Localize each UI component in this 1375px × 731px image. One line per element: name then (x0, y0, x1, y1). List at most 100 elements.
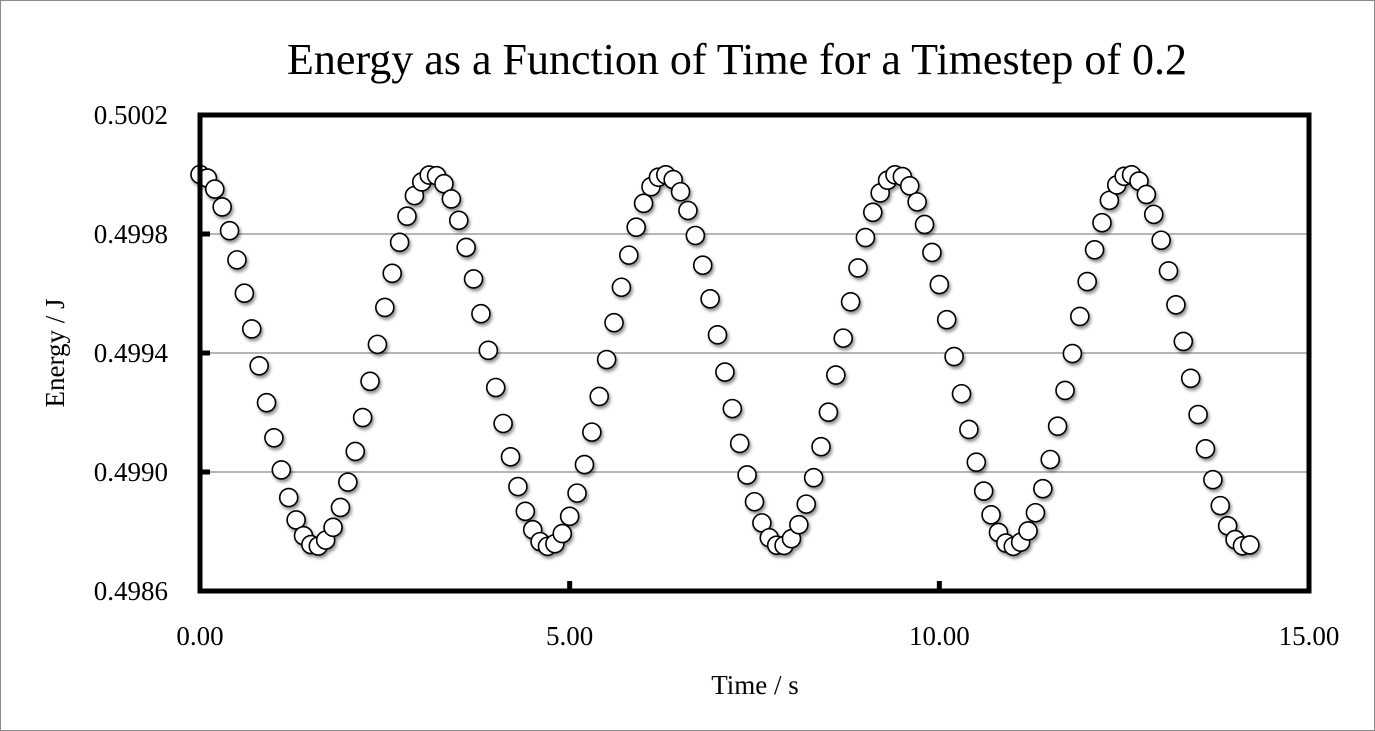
data-point (271, 460, 292, 480)
data-point (559, 506, 580, 527)
data-point (729, 433, 750, 454)
data-point (803, 467, 824, 488)
data-point (345, 441, 366, 462)
data-point (685, 225, 706, 246)
data-point (567, 483, 587, 503)
data-point (922, 242, 942, 263)
data-point (973, 481, 994, 501)
data-point (227, 250, 247, 270)
data-point (833, 328, 854, 348)
data-point (936, 309, 957, 330)
data-point (456, 237, 476, 258)
data-point (678, 200, 698, 221)
data-point (633, 193, 654, 214)
x-tick-labels: 0.00 5.00 10.00 15.00 (176, 621, 1339, 651)
x-tick-label: 5.00 (546, 621, 593, 651)
data-point (515, 501, 536, 522)
data-point (478, 340, 499, 361)
data-point (1158, 261, 1179, 281)
data-point (485, 377, 506, 398)
data-point (626, 217, 647, 237)
data-point (441, 189, 462, 209)
data-point (1203, 469, 1223, 490)
data-point (722, 398, 743, 419)
data-point (707, 325, 728, 345)
data-point (700, 289, 720, 309)
data-point (574, 454, 595, 475)
data-point (323, 517, 343, 538)
data-point (855, 227, 876, 248)
axis-ticks (200, 231, 942, 591)
data-point (981, 505, 1001, 525)
data-point (818, 402, 839, 423)
data-point (715, 362, 735, 382)
data-point (493, 413, 513, 434)
data-point (1136, 184, 1157, 205)
y-tick-label: 0.4994 (94, 338, 169, 368)
data-point (596, 349, 617, 370)
data-point (500, 447, 521, 467)
data-point (1151, 230, 1171, 251)
data-point (619, 245, 639, 265)
data-point (1210, 495, 1231, 516)
data-point (1180, 368, 1201, 389)
y-tick-label: 0.4990 (94, 457, 168, 487)
data-point (862, 202, 883, 223)
data-point (789, 514, 809, 535)
data-point (1047, 416, 1068, 436)
data-point (1173, 331, 1194, 352)
data-point (1040, 449, 1061, 470)
data-point (471, 303, 491, 324)
data-point (352, 407, 373, 428)
data-point (338, 472, 358, 492)
y-axis-label: Energy / J (40, 299, 70, 408)
data-point (375, 297, 395, 318)
data-point (914, 214, 935, 235)
data-point (249, 355, 269, 376)
x-tick-label: 10.00 (909, 621, 970, 651)
data-point (389, 232, 410, 253)
data-point (670, 181, 691, 202)
data-point (611, 277, 632, 298)
data-point (234, 283, 255, 304)
data-point (1188, 404, 1208, 425)
data-point (1166, 295, 1186, 315)
data-point (604, 312, 624, 333)
x-tick-label: 0.00 (176, 621, 223, 651)
y-tick-label: 0.4986 (94, 576, 168, 606)
data-point (382, 263, 403, 284)
data-point (899, 176, 920, 196)
data-point (692, 255, 713, 276)
data-point (907, 192, 927, 212)
data-point (448, 210, 469, 231)
data-point (744, 491, 765, 512)
y-tick-labels: 0.5002 0.4998 0.4994 0.4990 0.4986 (94, 100, 169, 606)
data-point (212, 197, 232, 217)
data-point (256, 392, 277, 413)
data-point (1099, 190, 1120, 211)
data-point (330, 497, 351, 518)
data-point (929, 274, 950, 295)
data-point (508, 476, 528, 497)
data-point (582, 422, 602, 442)
data-point (1055, 380, 1075, 401)
data-point (367, 334, 388, 355)
data-point (1070, 306, 1090, 327)
data-point (1025, 502, 1046, 523)
y-tick-label: 0.5002 (94, 100, 168, 130)
data-point (1018, 521, 1038, 541)
data-point (959, 419, 979, 440)
data-point (951, 383, 972, 404)
data-point (848, 258, 868, 278)
data-point (796, 494, 817, 514)
data-point (286, 510, 306, 530)
data-point (219, 220, 240, 241)
data-point (1195, 438, 1216, 459)
data-point (264, 427, 284, 448)
data-point (552, 523, 573, 544)
data-point (826, 365, 846, 385)
data-point (463, 269, 484, 289)
data-point (1077, 271, 1097, 292)
data-point (204, 179, 225, 199)
